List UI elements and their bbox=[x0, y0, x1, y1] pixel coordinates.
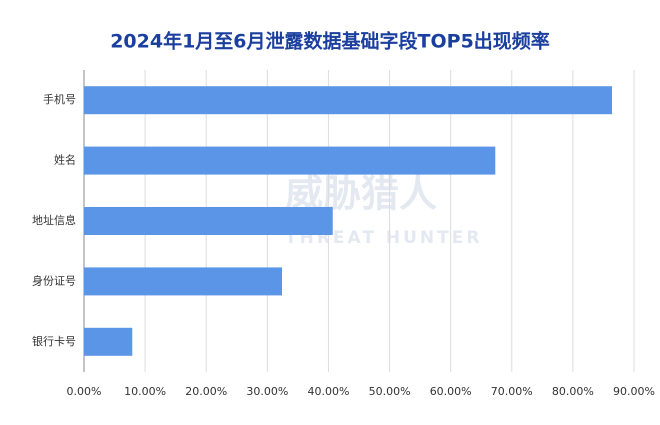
x-tick-label: 20.00% bbox=[185, 385, 227, 398]
x-tick-label: 70.00% bbox=[491, 385, 533, 398]
x-tick-label: 80.00% bbox=[552, 385, 594, 398]
y-tick-label: 银行卡号 bbox=[32, 334, 76, 348]
bar bbox=[84, 207, 333, 235]
y-tick-label: 地址信息 bbox=[32, 213, 76, 227]
x-tick-label: 0.00% bbox=[67, 385, 102, 398]
x-tick-label: 90.00% bbox=[613, 385, 655, 398]
y-tick-label: 手机号 bbox=[43, 92, 76, 106]
bar bbox=[84, 327, 133, 356]
bar bbox=[84, 86, 612, 115]
watermark: THREAT HUNTER bbox=[285, 228, 482, 248]
x-tick-label: 30.00% bbox=[246, 385, 288, 398]
bar bbox=[84, 267, 282, 296]
chart-title: 2024年1月至6月泄露数据基础字段TOP5出现频率 bbox=[110, 30, 550, 53]
x-tick-label: 10.00% bbox=[124, 385, 166, 398]
y-tick-label: 姓名 bbox=[54, 153, 76, 167]
x-tick-label: 60.00% bbox=[430, 385, 472, 398]
bar bbox=[84, 146, 496, 175]
y-tick-label: 身份证号 bbox=[32, 273, 76, 287]
x-tick-label: 50.00% bbox=[369, 385, 411, 398]
x-tick-label: 40.00% bbox=[307, 385, 349, 398]
